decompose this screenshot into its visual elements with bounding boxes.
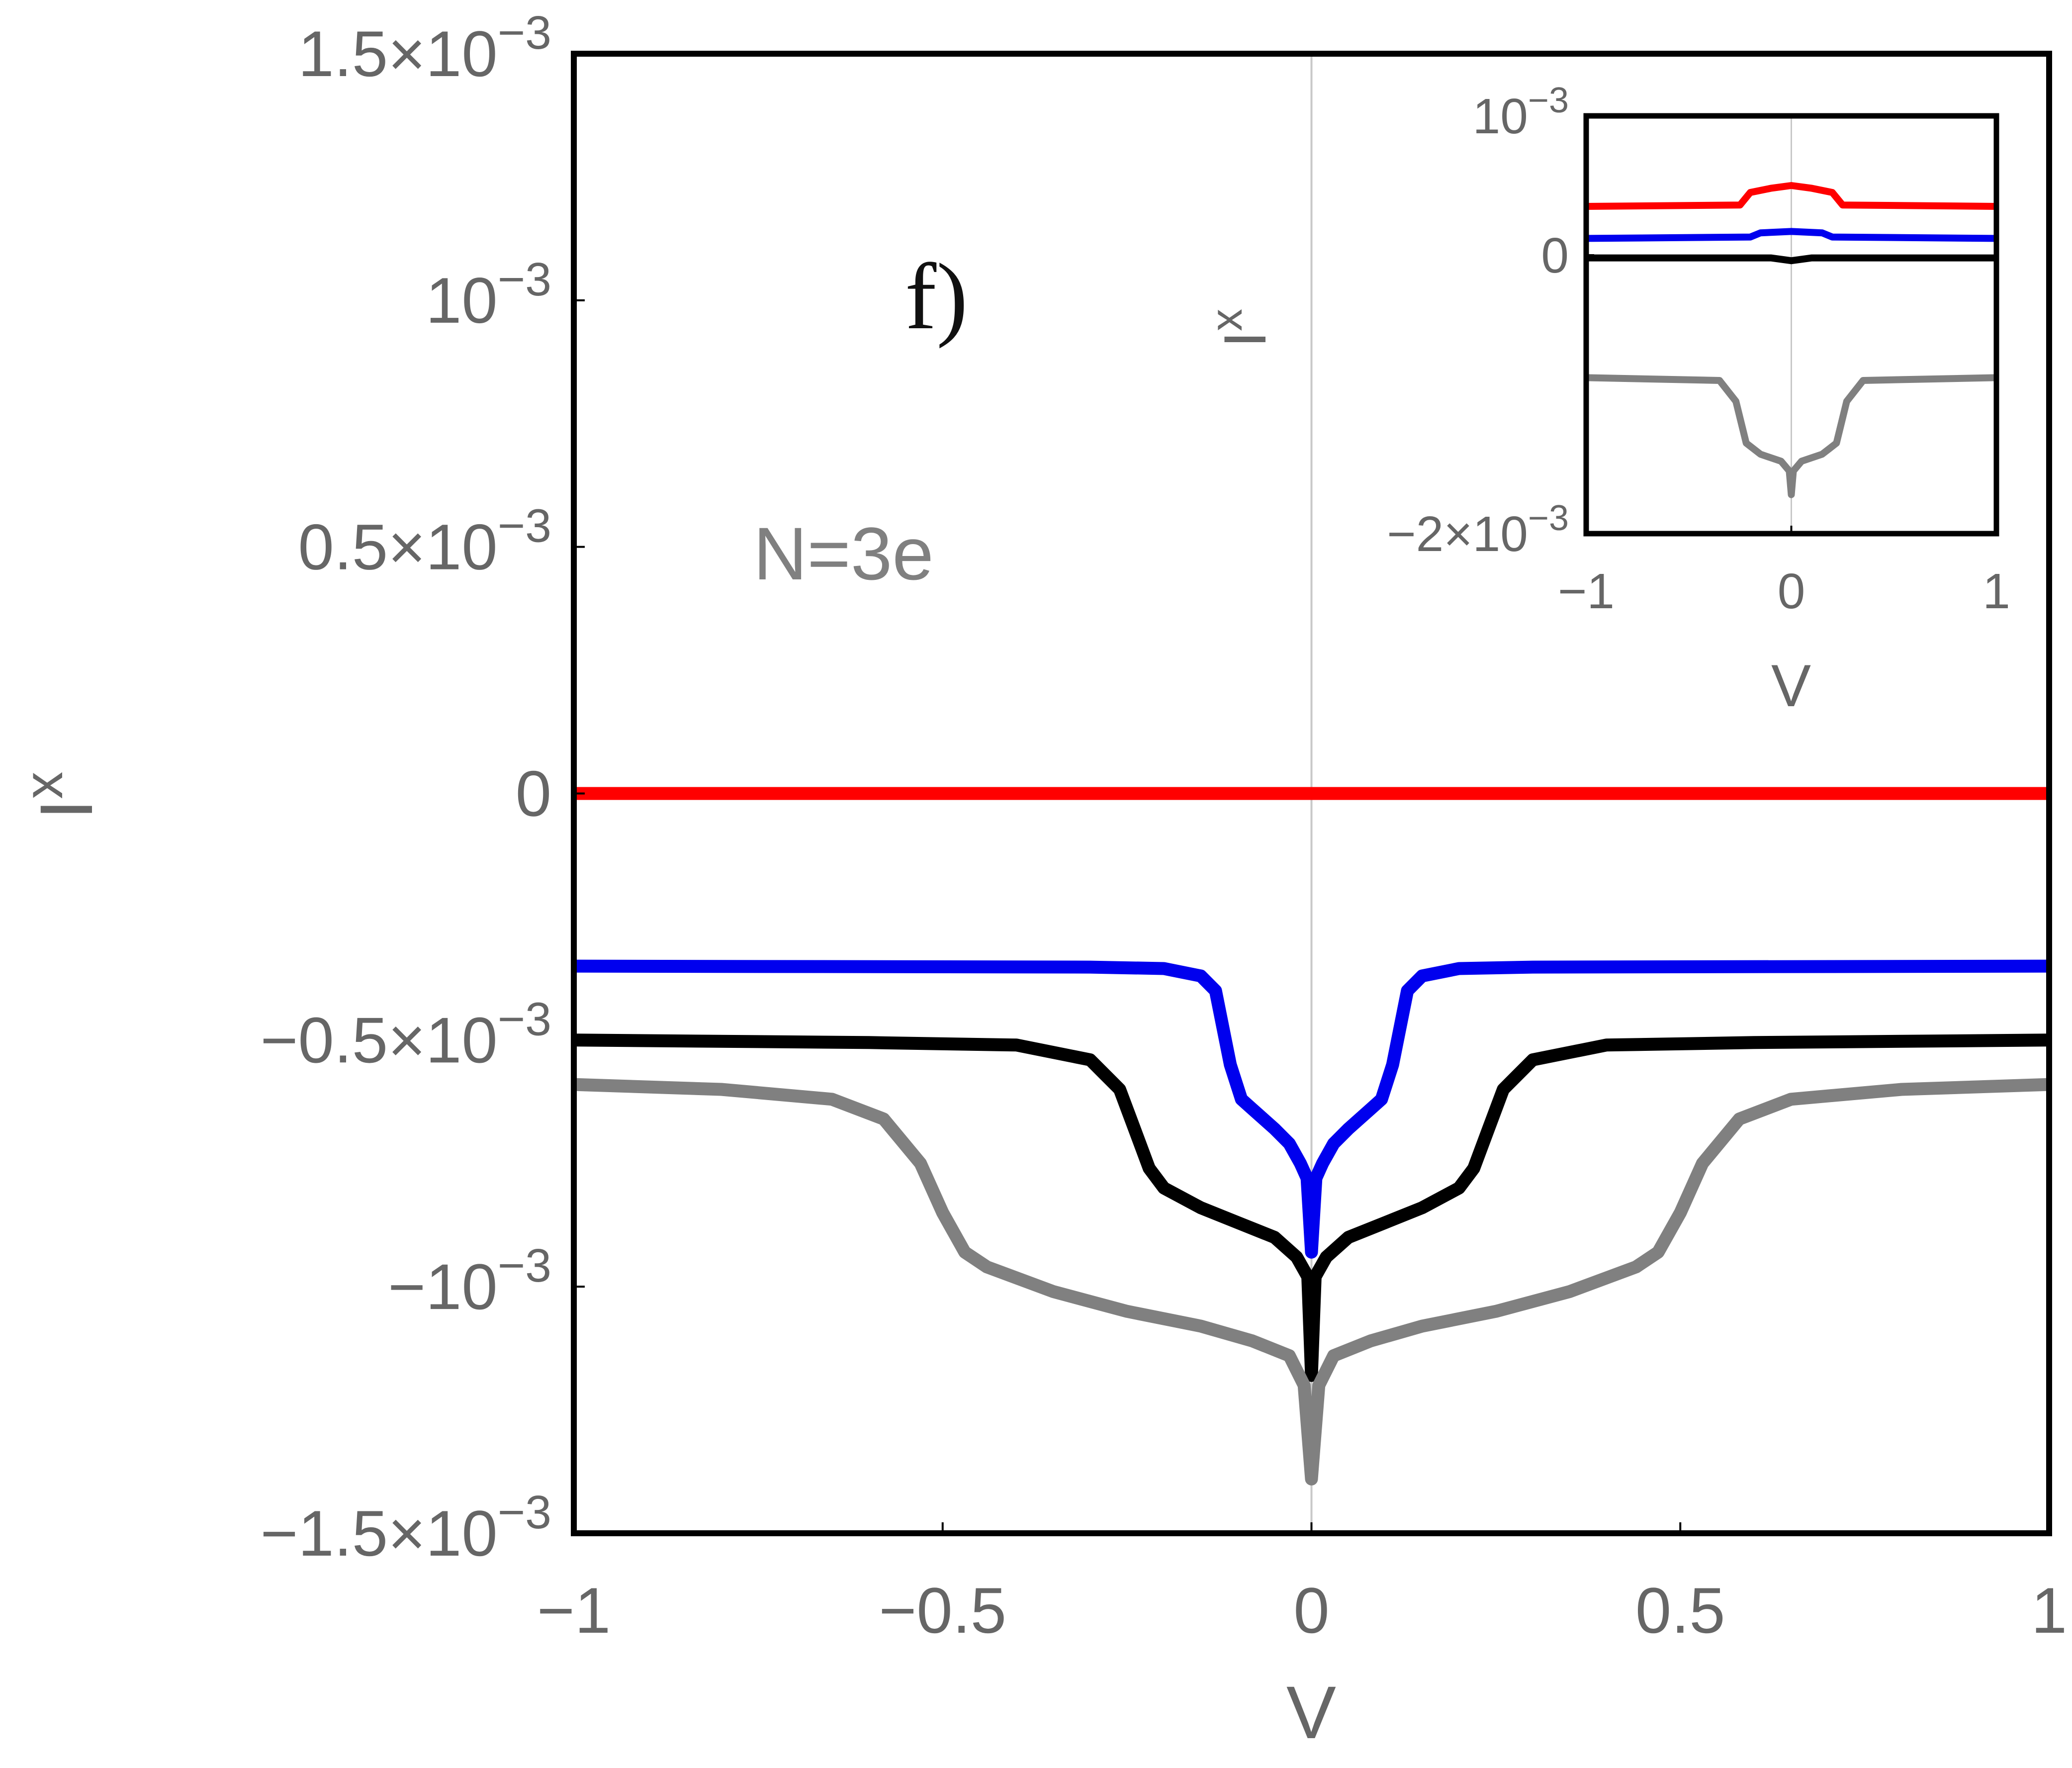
panel-label: f)	[905, 245, 968, 349]
inset-series-red-line	[1586, 182, 1997, 210]
main-x-tick-label: 1	[2031, 1574, 2067, 1647]
inset-y-axis-title: Ix	[1202, 309, 1278, 348]
main-x-tick-label: −1	[537, 1574, 611, 1647]
main-y-axis-title-sup: x	[13, 772, 74, 799]
annotation-label: N=3e	[753, 512, 934, 595]
main-y-ticks: −1.5×10−3−10−3−0.5×10−300.5×10−310−31.5×…	[261, 6, 585, 1570]
inset-series	[1586, 182, 1997, 498]
main-y-tick-mantissa: −10	[388, 1250, 498, 1323]
inset-x-ticks: −1 0 1	[1558, 526, 2010, 619]
main-series-gray-line	[573, 1078, 2050, 1486]
main-axes: −1 −0.5 0 0.5 1 −1.5×10−3−10−3−0.5×10−300.5×…	[13, 6, 2067, 1754]
main-y-tick-label: 1.5×10−3	[298, 6, 551, 90]
inset-x-axis-title: V	[1771, 652, 1811, 719]
inset-y-tick-exponent: −3	[1528, 81, 1569, 120]
main-y-tick-exponent: −3	[498, 6, 551, 59]
main-y-axis-title: Ix	[13, 772, 108, 820]
inset-series-black-line	[1586, 254, 1996, 265]
inset-y-axis-title-sup: x	[1202, 309, 1252, 331]
main-x-ticks: −1 −0.5 0 0.5 1	[537, 1522, 2067, 1647]
inset-series-gray-line	[1586, 374, 1997, 498]
main-y-tick-label: 0	[516, 757, 551, 830]
main-y-tick-mantissa: −1.5×10	[261, 1497, 498, 1570]
main-y-tick-mantissa: −0.5×10	[261, 1004, 498, 1076]
main-series-black-line	[573, 1033, 2050, 1382]
main-y-tick-label: −0.5×10−3	[261, 993, 551, 1076]
main-y-tick-exponent: −3	[498, 993, 551, 1045]
main-y-tick-label: 10−3	[426, 253, 551, 337]
inset-x-tick-label: 1	[1982, 563, 2010, 619]
inset-series-blue-line	[1586, 228, 1997, 242]
main-x-axis-title: V	[1286, 1671, 1336, 1754]
inset-y-tick-mantissa: 10	[1473, 89, 1528, 144]
main-series-blue-line	[573, 959, 2050, 1259]
main-series	[573, 787, 2050, 1486]
inset-x-tick-label: 0	[1778, 563, 1805, 619]
main-x-tick-label: −0.5	[879, 1574, 1006, 1647]
main-y-tick-mantissa: 1.5×10	[298, 17, 497, 90]
main-y-tick-exponent: −3	[498, 500, 551, 553]
inset-x-tick-label: −1	[1558, 563, 1615, 619]
main-y-tick-label: −10−3	[388, 1239, 551, 1323]
main-y-tick-mantissa: 0.5×10	[298, 511, 497, 583]
inset-y-tick-label: 0	[1541, 228, 1569, 283]
main-y-tick-mantissa: 0	[516, 757, 551, 830]
main-x-tick-label: 0	[1293, 1574, 1329, 1647]
main-y-tick-exponent: −3	[498, 253, 551, 306]
main-y-tick-exponent: −3	[498, 1486, 551, 1539]
inset-y-tick-label: 10−3	[1473, 81, 1569, 144]
inset-y-tick-exponent: −3	[1528, 498, 1569, 538]
main-y-tick-exponent: −3	[498, 1239, 551, 1292]
main-x-tick-label: 0.5	[1635, 1574, 1725, 1647]
inset-y-tick-label: −2×10−3	[1387, 498, 1569, 562]
inset-y-tick-mantissa: 0	[1541, 228, 1569, 283]
inset-y-tick-mantissa: −2×10	[1387, 506, 1528, 562]
main-y-tick-label: 0.5×10−3	[298, 500, 551, 583]
inset-y-axis-title-main: I	[1212, 331, 1278, 348]
main-y-tick-mantissa: 10	[426, 264, 498, 337]
main-y-tick-label: −1.5×10−3	[261, 1486, 551, 1570]
main-y-axis-title-main: I	[24, 799, 108, 820]
